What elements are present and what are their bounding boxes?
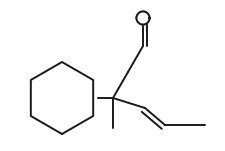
Polygon shape [136, 11, 149, 24]
